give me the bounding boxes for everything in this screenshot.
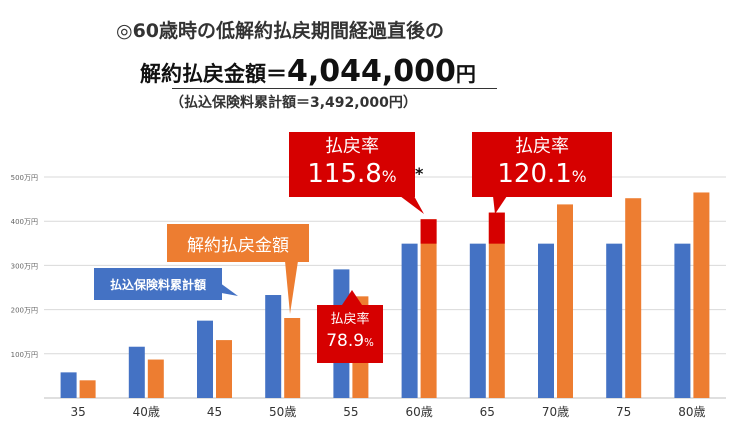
refund-excess-highlight <box>488 212 505 244</box>
rate-callout-65-value: 120.1 <box>497 159 572 189</box>
x-tick-label: 65 <box>480 405 495 419</box>
premium-series-label: 払込保険料累計額 <box>94 268 222 300</box>
rate-callout-60: 払戻率 115.8% <box>289 132 415 197</box>
premium-bar <box>60 372 77 398</box>
y-tick-label: 500万円 <box>11 174 38 182</box>
rate-callout-60-title: 払戻率 <box>325 136 379 157</box>
header-line-1: ◎60歳時の低解約払戻期間経過直後の <box>116 20 445 42</box>
y-tick-label: 200万円 <box>11 307 38 315</box>
refund-bar <box>79 380 96 398</box>
rate-callout-55-percent: % <box>364 338 374 349</box>
rate-callout-55-value-line: 78.9% <box>326 331 374 351</box>
premium-bar <box>197 320 213 398</box>
premium-bar <box>606 243 623 398</box>
header-refund-amount: 4,044,000 <box>287 54 456 89</box>
rate-callout-55-title: 払戻率 <box>330 312 370 327</box>
x-tick-label: 75 <box>616 405 631 419</box>
rate-55-pointer <box>342 290 362 305</box>
x-tick-label: 50歳 <box>269 405 296 419</box>
rate-asterisk: * <box>415 164 424 183</box>
x-tick-label: 80歳 <box>678 405 705 419</box>
rate-callout-65-title: 払戻率 <box>515 136 569 157</box>
refund-excess-highlight <box>420 219 437 244</box>
x-tick-label: 40歳 <box>133 405 160 419</box>
header-line-3: （払込保険料累計額＝3,492,000円） <box>170 95 417 111</box>
refund-bar <box>625 198 642 398</box>
premium-bar <box>401 243 418 398</box>
premium-bar <box>674 243 691 398</box>
rate-callout-65-value-line: 120.1% <box>497 159 586 189</box>
refund-label-pointer <box>285 261 298 314</box>
rate-callout-55-value: 78.9 <box>326 331 365 351</box>
refund-bar <box>557 204 573 398</box>
rate-callout-65-percent: % <box>571 168 587 186</box>
rate-callout-55: 払戻率 78.9% <box>317 305 383 363</box>
refund-bar <box>216 340 232 398</box>
premium-bar <box>469 243 486 398</box>
x-tick-label: 35 <box>70 405 85 419</box>
header-underline <box>172 88 497 89</box>
refund-bar <box>693 192 710 398</box>
rate-callout-60-percent: % <box>381 168 397 186</box>
refund-bar <box>284 317 301 398</box>
rate-60-pointer <box>400 196 424 214</box>
premium-bar <box>128 346 145 398</box>
refund-bar <box>147 359 164 398</box>
header-refund-unit: 円 <box>455 62 476 86</box>
x-tick-label: 55 <box>343 405 358 419</box>
refund-bar <box>488 212 505 398</box>
rate-callout-65: 払戻率 120.1% <box>472 132 612 197</box>
header-line-2: 解約払戻金額＝4,044,000円 <box>140 54 476 89</box>
premium-bar <box>265 295 282 398</box>
x-tick-label: 70歳 <box>542 405 569 419</box>
rate-callout-60-value: 115.8 <box>307 159 382 189</box>
y-tick-label: 100万円 <box>11 351 38 359</box>
y-tick-label: 400万円 <box>11 218 38 226</box>
y-tick-label: 300万円 <box>11 262 38 270</box>
rate-65-pointer <box>493 196 507 214</box>
rate-callout-60-value-line: 115.8% <box>307 159 396 189</box>
refund-bar <box>420 219 437 398</box>
x-tick-label: 45 <box>207 405 222 419</box>
premium-bar <box>538 243 554 398</box>
refund-series-label: 解約払戻金額 <box>167 224 309 262</box>
x-tick-label: 60歳 <box>405 405 432 419</box>
header-refund-label: 解約払戻金額＝ <box>140 62 287 86</box>
